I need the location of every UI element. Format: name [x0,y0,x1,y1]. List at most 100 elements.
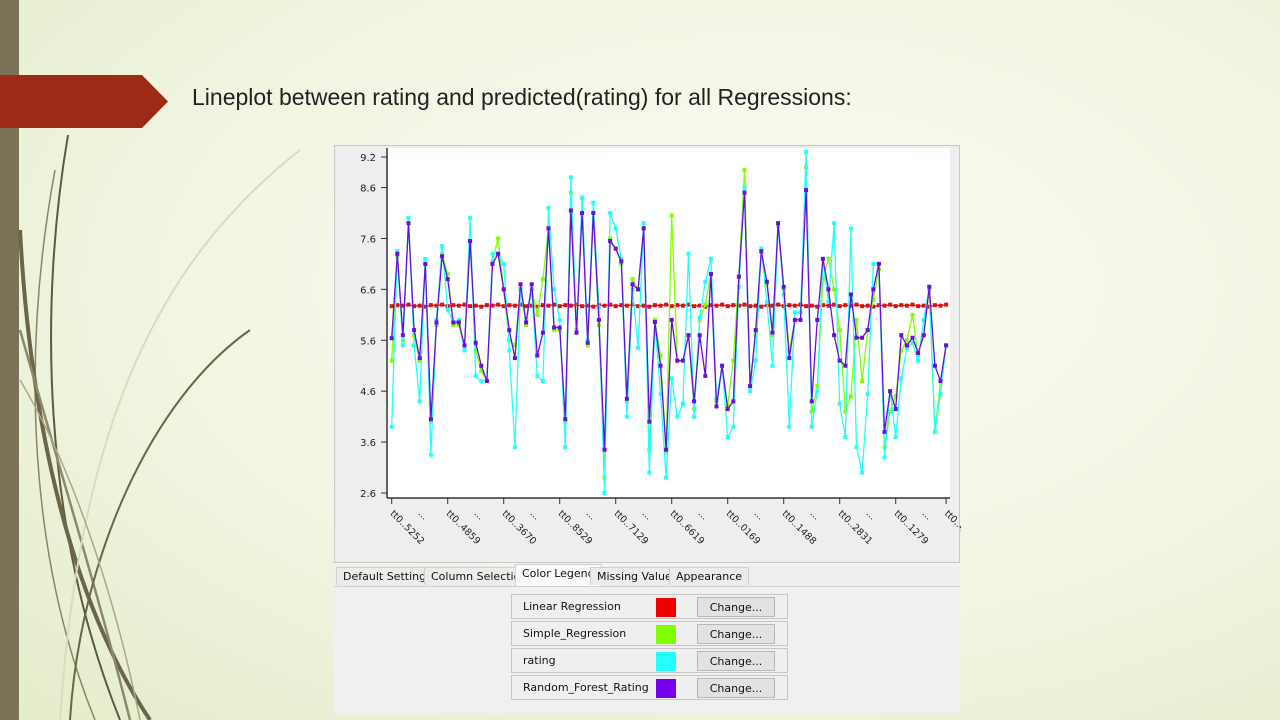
data-point-linear-regression [630,302,635,307]
data-point-random-forest-rating [804,188,809,193]
data-point-rating [624,414,629,419]
series-line-linear-regression [391,303,947,308]
data-point-random-forest-rating [764,279,769,284]
data-point-linear-regression [820,303,825,308]
data-point-linear-regression [400,303,405,308]
data-point-random-forest-rating [910,335,915,340]
data-point-random-forest-rating [412,328,417,333]
data-point-random-forest-rating [445,277,450,282]
data-point-random-forest-rating [708,272,713,277]
data-point-random-forest-rating [697,333,702,338]
data-point-random-forest-rating [871,287,876,292]
tab-column-selection[interactable]: Column Selection [424,567,535,585]
data-point-linear-regression [468,304,473,309]
data-point-linear-regression [860,304,865,309]
data-point-rating [871,261,876,266]
data-point-linear-regression [652,303,657,308]
data-point-linear-regression [647,304,652,309]
data-point-random-forest-rating [395,251,400,256]
data-point-random-forest-rating [602,447,607,452]
data-point-random-forest-rating [417,356,422,361]
data-point-random-forest-rating [540,330,545,335]
data-point-random-forest-rating [652,319,657,324]
data-point-random-forest-rating [608,239,613,243]
data-point-rating [462,348,467,353]
data-point-linear-regression [462,302,467,307]
x-tick-label: ... [752,508,766,522]
x-tick-label: ... [472,508,486,522]
series-line-rating [391,151,947,494]
data-point-random-forest-rating [630,282,635,287]
data-point-linear-regression [636,304,641,309]
data-point-simple-regression [658,353,663,358]
tab-appearance[interactable]: Appearance [669,567,750,585]
data-point-rating [854,445,859,450]
data-point-rating [647,470,652,475]
data-point-rating [641,221,646,226]
data-point-linear-regression [876,303,881,308]
data-point-linear-regression [720,302,725,307]
data-point-linear-regression [826,303,831,308]
change-color-button[interactable]: Change... [697,651,775,671]
data-point-rating [725,435,730,439]
data-point-rating [759,246,764,251]
data-point-linear-regression [557,304,562,309]
data-point-linear-regression [585,303,590,308]
data-point-rating [848,226,853,231]
change-color-button[interactable]: Change... [697,597,775,617]
data-point-rating [792,310,797,315]
data-point-rating [921,317,926,322]
data-point-linear-regression [501,304,506,309]
data-point-random-forest-rating [440,254,445,259]
data-point-linear-regression [910,302,915,307]
data-point-linear-regression [484,303,489,308]
change-color-button[interactable]: Change... [697,624,775,644]
data-point-simple-regression [389,358,394,363]
data-point-random-forest-rating [770,330,775,335]
data-point-rating [473,373,478,378]
data-point-simple-regression [664,450,669,455]
tab-default-settings[interactable]: Default Settings [336,567,439,585]
tab-color-legend[interactable]: Color Legend [515,564,602,586]
settings-tabs: Default Settings Column Selection Color … [334,564,960,587]
data-point-random-forest-rating [641,226,646,231]
data-point-random-forest-rating [932,363,937,368]
data-point-rating [445,307,450,312]
data-point-rating [664,475,669,480]
change-color-button[interactable]: Change... [697,678,775,698]
data-point-linear-regression [507,303,512,308]
data-point-linear-regression [882,303,887,308]
data-point-linear-regression [893,304,898,309]
data-point-rating [596,305,601,310]
data-point-simple-regression [445,272,450,277]
data-point-random-forest-rating [456,320,461,325]
data-point-linear-regression [725,304,730,309]
data-point-random-forest-rating [400,333,405,338]
data-point-linear-regression [843,303,848,308]
data-point-linear-regression [641,303,646,308]
data-point-random-forest-rating [753,328,758,333]
data-point-simple-regression [630,277,635,282]
data-point-linear-regression [792,303,797,308]
data-point-linear-regression [563,303,568,308]
data-point-random-forest-rating [462,343,467,348]
data-point-linear-regression [932,303,937,308]
data-point-linear-regression [748,304,753,309]
data-point-random-forest-rating [428,417,433,422]
data-point-random-forest-rating [552,325,557,330]
data-point-rating [568,175,573,180]
data-point-rating [708,256,713,261]
data-point-linear-regression [899,303,904,308]
x-tick-label: ... [640,508,654,522]
data-point-linear-regression [535,304,540,309]
data-point-simple-regression [893,394,898,399]
data-point-random-forest-rating [624,396,629,401]
data-point-simple-regression [871,297,876,302]
data-point-linear-regression [540,303,545,308]
data-point-random-forest-rating [854,335,859,340]
data-point-random-forest-rating [787,356,792,361]
y-tick-label: 5.6 [360,336,376,347]
data-point-rating [507,348,512,353]
data-point-simple-regression [854,317,859,322]
